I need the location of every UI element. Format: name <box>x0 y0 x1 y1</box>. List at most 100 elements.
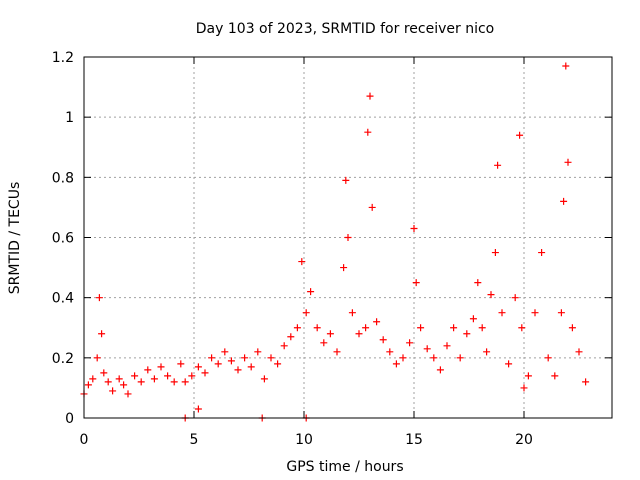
data-point <box>469 315 477 323</box>
data-point <box>95 294 103 302</box>
data-point <box>144 366 152 374</box>
data-point <box>247 363 255 371</box>
data-point <box>478 324 486 332</box>
data-point <box>373 318 381 326</box>
data-point <box>410 224 418 232</box>
data-point <box>362 324 370 332</box>
y-axis-label: SRMTID / TECUs <box>7 182 23 295</box>
data-point <box>287 333 295 341</box>
data-point <box>333 348 341 356</box>
data-point <box>582 378 590 386</box>
data-point <box>392 360 400 368</box>
data-point <box>564 158 572 166</box>
y-tick-label: 0.2 <box>52 351 74 367</box>
data-point <box>463 330 471 338</box>
data-point <box>575 348 583 356</box>
data-point <box>483 348 491 356</box>
x-tick-label: 5 <box>190 432 199 448</box>
data-point <box>326 330 334 338</box>
data-point <box>124 390 132 398</box>
data-point <box>181 378 189 386</box>
data-point <box>157 363 165 371</box>
x-tick-label: 15 <box>405 432 423 448</box>
data-point <box>89 375 97 383</box>
data-point <box>557 309 565 317</box>
data-point <box>538 249 546 257</box>
data-point <box>280 342 288 350</box>
data-point <box>399 354 407 362</box>
data-point <box>348 309 356 317</box>
y-tick-label: 0.8 <box>52 170 74 186</box>
data-point <box>307 288 315 296</box>
data-point <box>150 375 158 383</box>
data-point <box>544 354 552 362</box>
y-tick-label: 0 <box>65 411 74 427</box>
data-point <box>131 372 139 380</box>
data-point <box>494 161 502 169</box>
data-point <box>170 378 178 386</box>
data-point <box>498 309 506 317</box>
x-tick-label: 10 <box>295 432 313 448</box>
data-point <box>474 279 482 287</box>
data-point <box>188 372 196 380</box>
data-point <box>511 294 519 302</box>
data-point <box>293 324 301 332</box>
data-point <box>524 372 532 380</box>
data-point <box>302 309 310 317</box>
x-tick-label: 20 <box>515 432 533 448</box>
data-point <box>436 366 444 374</box>
data-point <box>274 360 282 368</box>
data-point <box>260 375 268 383</box>
data-point <box>254 348 262 356</box>
data-point <box>241 354 249 362</box>
data-point <box>379 336 387 344</box>
data-point <box>104 378 112 386</box>
y-tick-label: 0.4 <box>52 291 74 307</box>
data-point <box>568 324 576 332</box>
data-point <box>531 309 539 317</box>
data-point <box>115 375 123 383</box>
data-point <box>386 348 394 356</box>
data-point <box>267 354 275 362</box>
data-point <box>221 348 229 356</box>
data-point <box>423 345 431 353</box>
data-point <box>214 360 222 368</box>
data-point <box>164 372 172 380</box>
grid <box>84 57 612 418</box>
data-point <box>412 279 420 287</box>
data-point <box>201 369 209 377</box>
data-point <box>487 291 495 299</box>
data-point <box>93 354 101 362</box>
y-tick-label: 1.2 <box>52 50 74 66</box>
data-point <box>298 258 306 266</box>
data-point <box>227 357 235 365</box>
data-point <box>430 354 438 362</box>
data-points <box>80 62 590 422</box>
data-point <box>340 264 348 272</box>
data-point <box>177 360 185 368</box>
data-point <box>98 330 106 338</box>
data-point <box>456 354 464 362</box>
y-tick-label: 0.6 <box>52 231 74 247</box>
data-point <box>406 339 414 347</box>
data-point <box>194 363 202 371</box>
y-tick-label: 1 <box>65 110 74 126</box>
data-point <box>450 324 458 332</box>
data-point <box>120 381 128 389</box>
data-point <box>342 176 350 184</box>
chart-title: Day 103 of 2023, SRMTID for receiver nic… <box>196 21 494 37</box>
data-point <box>344 234 352 241</box>
data-point <box>109 387 117 395</box>
data-point <box>443 342 451 350</box>
data-point <box>234 366 242 374</box>
data-point <box>516 131 524 139</box>
axis-ticks: 0 0.2 0.4 0.6 0.8 1 1.2 0 5 10 15 20 <box>52 50 612 448</box>
x-tick-label: 0 <box>80 432 89 448</box>
x-axis-label: GPS time / hours <box>286 459 403 475</box>
data-point <box>520 384 528 392</box>
data-point <box>313 324 321 332</box>
data-point <box>366 92 374 100</box>
